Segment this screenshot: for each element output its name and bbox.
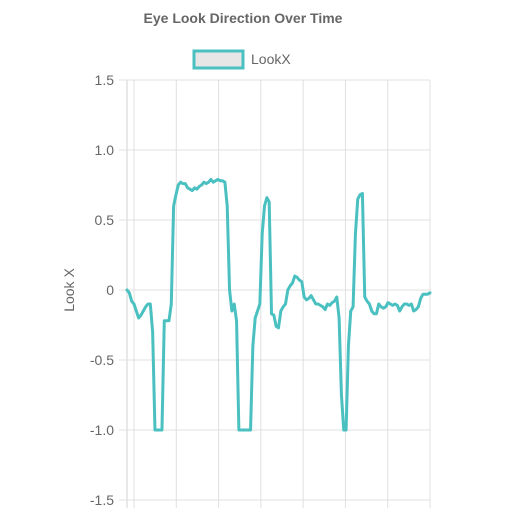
legend-label-lookx: LookX	[251, 51, 291, 67]
series-line-lookx	[125, 177, 432, 432]
legend-swatch-lookx	[192, 49, 245, 70]
y-axis-label: Look X	[61, 268, 77, 312]
y-tick-label: -1.0	[90, 422, 114, 438]
y-tick-label: -0.5	[90, 352, 114, 368]
chart-title: Eye Look Direction Over Time	[144, 10, 343, 26]
y-tick-label: -1.5	[90, 492, 114, 508]
y-tick-label: 1.5	[95, 72, 115, 88]
y-tick-label: 0.5	[95, 212, 115, 228]
series-lookx	[125, 177, 432, 432]
legend: LookX	[192, 49, 291, 70]
horizontal-gridlines	[119, 79, 430, 501]
y-axis-ticks: 1.5 1.0 0.5 0 -0.5 -1.0 -1.5	[90, 72, 114, 508]
y-tick-label: 1.0	[95, 142, 115, 158]
y-tick-label: 0	[106, 282, 114, 298]
